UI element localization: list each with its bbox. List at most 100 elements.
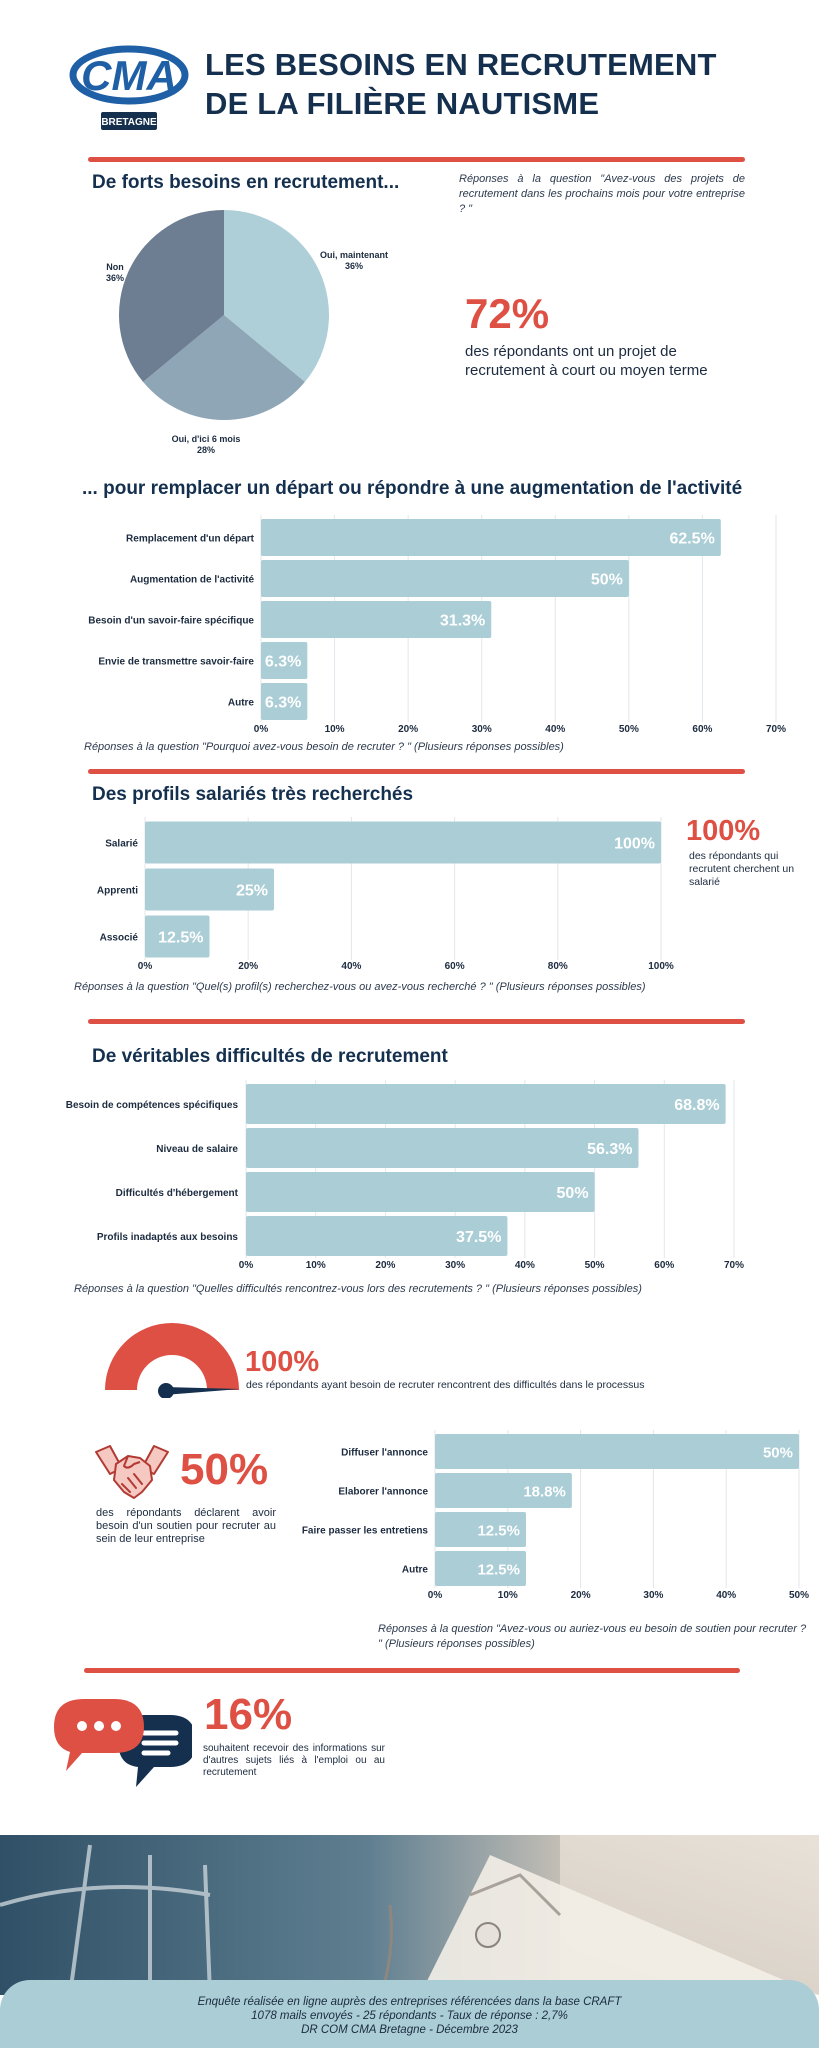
section1-stat-value: 72% [465,290,550,337]
category-label: Difficultés d'hébergement [116,1188,239,1199]
x-tick-label: 60% [445,961,465,972]
bar [246,1128,639,1168]
x-tick-label: 20% [238,961,258,972]
bar-chart-profiles: 0% 20% 40% 60% 80% 100% Salarié 100% Apprenti 25%… [97,817,674,972]
category-label: Envie de transmettre savoir-faire [98,657,254,668]
sailboat-photo [0,1835,819,1995]
section1-stat-text: des répondants ont un projet de recrutem… [465,343,708,379]
x-tick-label: 20% [375,1260,395,1271]
pie-slice [224,210,329,382]
x-tick-label: 0% [239,1260,254,1271]
x-tick-label: 30% [643,1590,663,1601]
x-tick-label: 30% [445,1260,465,1271]
pie-slice [143,315,305,420]
category-label: Apprenti [97,886,138,897]
cma-logo-mark: CMA BRETAGNE [69,45,189,130]
gauge-needle [158,1383,240,1398]
x-tick-label: 60% [692,724,712,735]
bar [261,519,721,556]
category-label: Augmentation de l'activité [130,575,255,586]
bar [246,1216,508,1256]
logo-text: CMA [81,52,177,99]
data-label: 6.3% [265,654,301,671]
cma-logo: CMA BRETAGNE [68,44,190,134]
x-tick-label: 0% [138,961,153,972]
section3-stat-value: 100% [686,815,761,847]
x-tick-label: 100% [648,961,674,972]
section2-heading: ... pour remplacer un départ ou répondre… [82,478,743,499]
category-label: Diffuser l'annonce [341,1448,428,1459]
section1-heading: De forts besoins en recrutement... [92,172,400,193]
data-label: 50% [763,1445,793,1462]
x-tick-label: 40% [545,724,565,735]
footer-line2: 1078 mails envoyés - 25 répondants - Tau… [251,2010,568,2022]
page-title-line1: LES BESOINS EN RECRUTEMENT [205,47,717,82]
bar-chart-reasons: 0% 10% 20% 30% 40% 50% 60% 70% Remplacement d'un… [88,515,786,735]
category-label: Besoin de compétences spécifiques [66,1100,239,1111]
divider [88,769,745,774]
data-label: 68.8% [674,1097,719,1114]
bar [145,915,210,958]
section1-question: Réponses à la question "Avez-vous des pr… [459,173,745,215]
category-label: Besoin d'un savoir-faire spécifique [88,616,254,627]
x-tick-label: 60% [654,1260,674,1271]
divider [88,157,745,162]
bar [435,1512,526,1547]
x-tick-label: 80% [548,961,568,972]
section5-stat-value: 50% [180,1445,269,1494]
x-tick-label: 70% [724,1260,744,1271]
x-tick-label: 40% [716,1590,736,1601]
category-label: Elaborer l'annonce [338,1487,428,1498]
data-label: 6.3% [265,695,301,712]
bar [261,601,492,638]
page-title: LES BESOINS EN RECRUTEMENT DE LA FILIÈRE… [205,45,765,123]
section3-heading: Des profils salariés très recherchés [92,784,414,805]
page-title-line2: DE LA FILIÈRE NAUTISME [205,86,600,121]
pie-label: Non [106,262,124,272]
pie-value-label: 36% [345,261,363,271]
section6-stat-text: souhaitent recevoir des informations sur… [203,1743,385,1778]
section4-question: Réponses à la question "Quelles difficul… [74,1283,642,1295]
x-tick-label: 20% [398,724,418,735]
pie-label: Oui, maintenant [320,250,388,260]
data-label: 12.5% [477,1562,520,1579]
bar [145,821,661,864]
bar-chart-difficulties: 0% 10% 20% 30% 40% 50% 60% 70% Besoin de compéte… [66,1080,744,1271]
x-tick-label: 50% [619,724,639,735]
data-label: 25% [236,883,268,900]
section4-heading: De véritables difficultés de recrutement [92,1046,448,1067]
data-label: 12.5% [477,1523,520,1540]
bar [246,1084,726,1124]
footer-line1: Enquête réalisée en ligne auprès des ent… [197,1996,622,2008]
section4-gauge-value: 100% [245,1346,320,1378]
divider [84,1668,740,1673]
bar [435,1551,526,1586]
bar [145,868,274,911]
section4-gauge-text: des répondants ayant besoin de recruter … [246,1379,645,1391]
category-label: Faire passer les entretiens [302,1526,429,1537]
data-label: 31.3% [440,613,485,630]
data-label: 62.5% [669,531,714,548]
divider [88,1019,745,1024]
footer: Enquête réalisée en ligne auprès des ent… [0,1980,819,2048]
x-tick-label: 0% [254,724,269,735]
gauge-icon [105,1323,240,1398]
data-label: 37.5% [456,1229,501,1246]
category-label: Autre [402,1565,429,1576]
section5-stat-text: des répondants déclarent avoir besoin d'… [96,1507,276,1545]
pie-slice [118,210,224,382]
pie-value-label: 36% [106,273,124,283]
chat-bubbles-icon [54,1699,192,1787]
footer-line3: DR COM CMA Bretagne - Décembre 2023 [301,2024,518,2036]
section5-question: Réponses à la question "Avez-vous ou aur… [378,1623,807,1650]
section6-stat-value: 16% [204,1690,293,1739]
section2-question: Réponses à la question "Pourquoi avez-vo… [84,741,564,753]
bar [435,1473,572,1508]
x-tick-label: 10% [498,1590,518,1601]
x-tick-label: 10% [325,724,345,735]
bar [261,560,629,597]
handshake-icon [95,1445,169,1499]
category-label: Remplacement d'un départ [126,534,255,545]
bar-chart-support: 0% 10% 20% 30% 40% 50% Diffuser l'annonce 50% El… [302,1430,809,1601]
